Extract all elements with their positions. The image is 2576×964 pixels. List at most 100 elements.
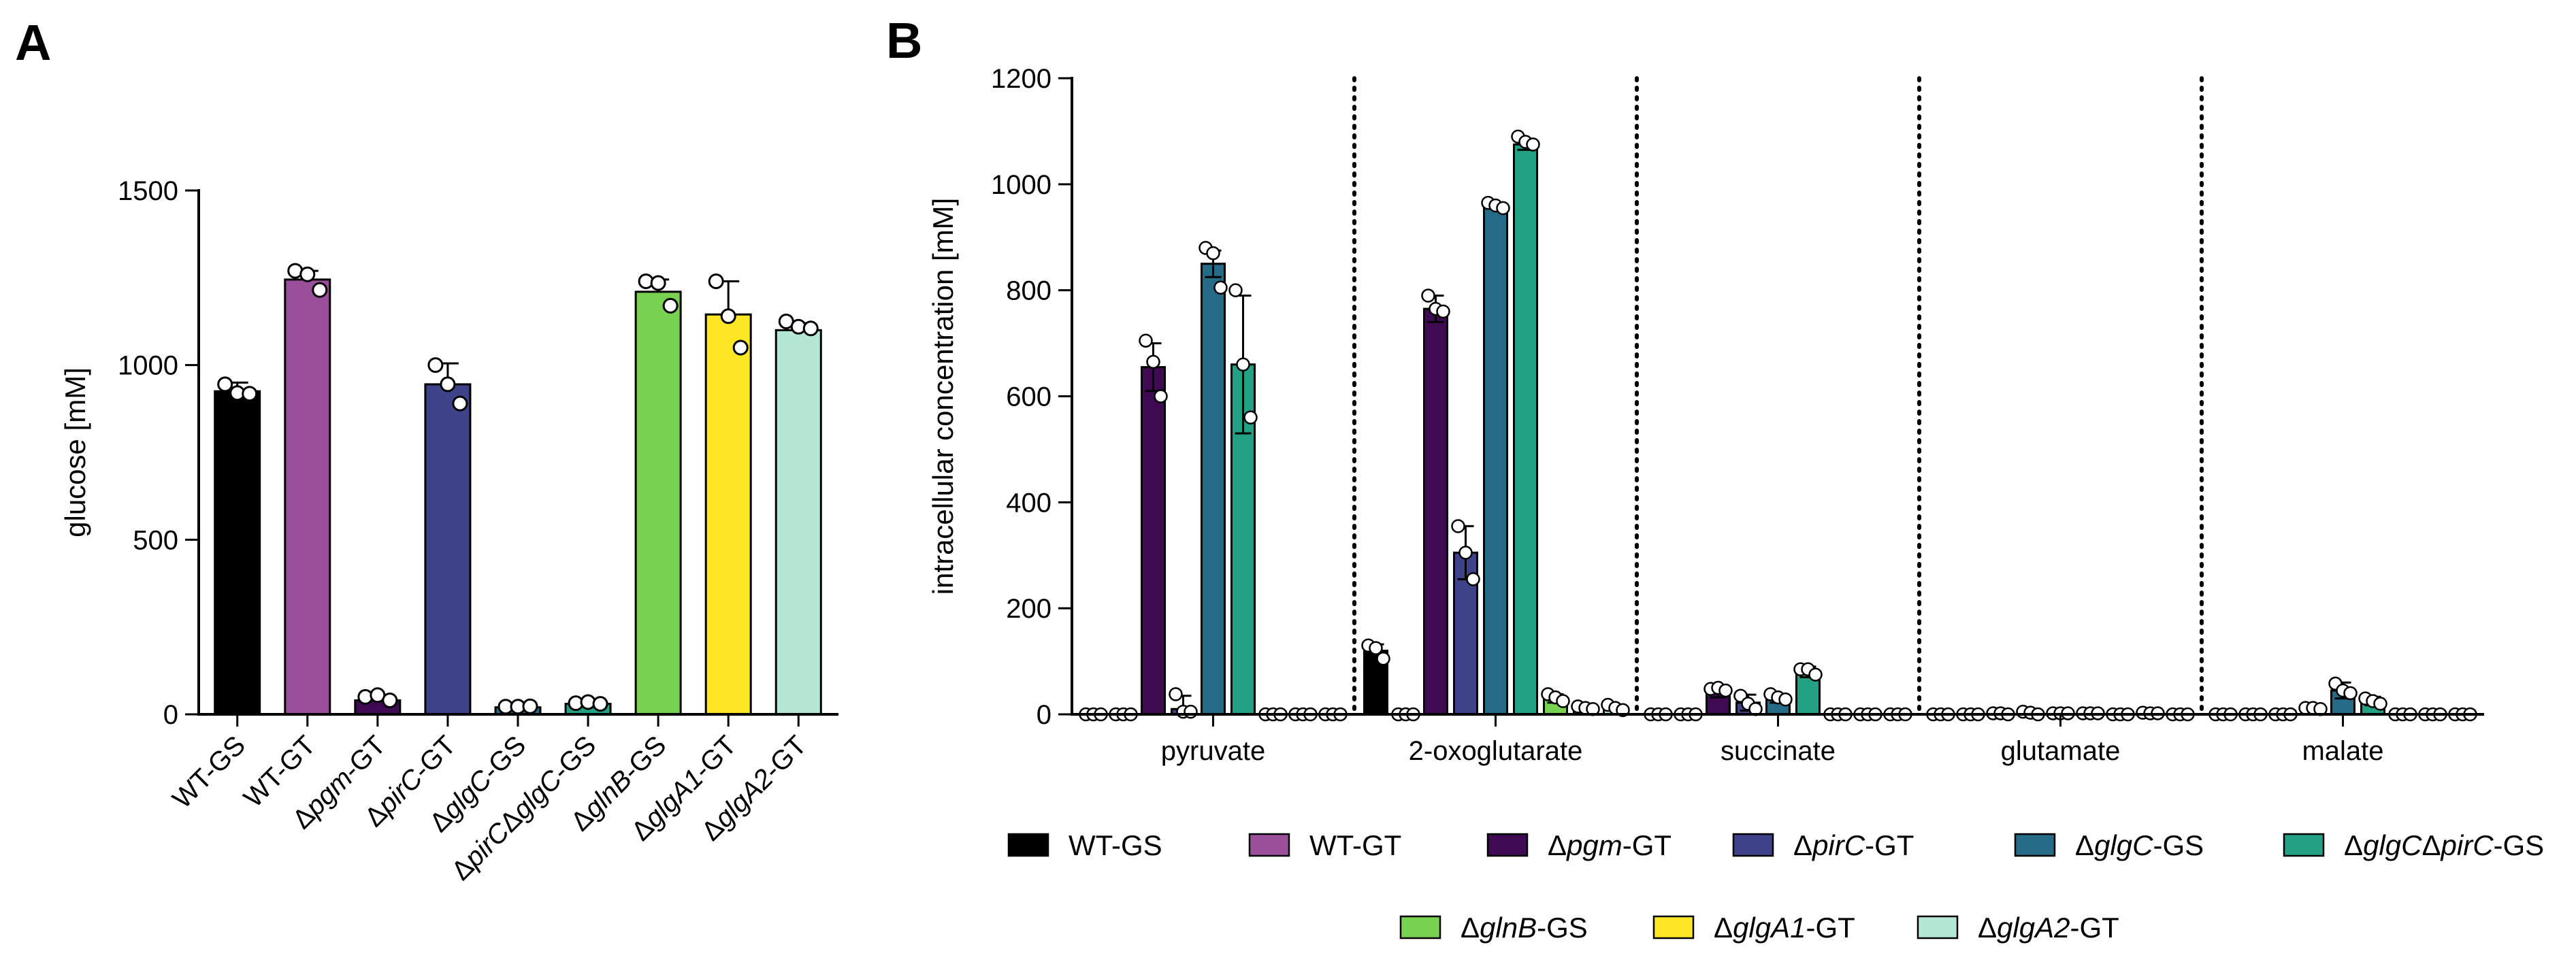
point-b-2-2-2: [1718, 683, 1733, 698]
ytick-label-b-6: 1200: [991, 64, 1051, 94]
panel-b-legend: WT-GS WT-GT Δpgm-GT ΔpirC-GT ΔglgC-GS ΔglgCΔp…: [1007, 829, 2544, 944]
point-b-3-0-0: [1169, 687, 1183, 701]
point-a-1-2: [312, 282, 328, 298]
bar-a-3: [424, 383, 472, 716]
legend-label-5-post2: -GS: [2494, 829, 2545, 861]
ytick-label-a-0: 0: [163, 700, 178, 730]
legend-label-2-it: pgm: [1565, 829, 1623, 861]
bar-a-6: [634, 290, 682, 716]
group-label-2: succinate: [1721, 736, 1836, 766]
panel-b-chart: pyruvate 2-oxoglutarate succinate glutamate…: [927, 64, 2484, 766]
legend-swatch-8: [1917, 915, 1959, 940]
legend-label-3: ΔpirC-GT: [1793, 829, 1914, 861]
legend-label-5-post: Δ: [2422, 829, 2441, 861]
legend-label-4-it: glgC: [2094, 829, 2153, 861]
legend-swatch-4: [2014, 833, 2056, 857]
point-a-2-2: [382, 692, 398, 708]
legend-label-8-post: -GT: [2070, 912, 2119, 944]
point-a-7-1: [720, 308, 736, 325]
group-label-3: glutamate: [2001, 736, 2121, 766]
legend-label-7-it: glgA1: [1733, 912, 1806, 944]
legend-label-5: ΔglgCΔpirC-GS: [2344, 829, 2544, 861]
point-b-4-0-1: [1206, 246, 1220, 261]
point-b-0-1-2: [1376, 651, 1390, 666]
legend-swatch-7: [1652, 915, 1695, 940]
point-b-2-0-0: [1139, 333, 1153, 348]
panel-a-label: A: [15, 14, 51, 71]
legend-label-1: WT-GT: [1309, 829, 1401, 861]
bar-b-2-1: [1423, 308, 1448, 716]
legend-swatch-5: [2283, 833, 2325, 857]
point-a-5-2: [592, 696, 608, 712]
ytick-label-b-1: 200: [1006, 594, 1051, 624]
ylabel-a: glucose [mM]: [59, 367, 91, 537]
point-a-4-2: [522, 698, 538, 714]
legend-label-8: ΔglgA2-GT: [1978, 912, 2119, 944]
legend-label-6-pre: Δ: [1461, 912, 1480, 944]
legend-label-4-post: -GS: [2153, 829, 2204, 861]
point-a-6-1: [650, 275, 666, 291]
point-b-2-1-2: [1436, 304, 1450, 319]
legend-label-7: ΔglgA1-GT: [1714, 912, 1855, 944]
legend-label-6-it: glnB: [1480, 912, 1537, 944]
legend-label-1-pre: WT-GT: [1309, 829, 1401, 861]
point-b-5-0-0: [1228, 283, 1243, 297]
point-b-6-1-2: [1556, 694, 1570, 708]
legend-swatch-2: [1486, 833, 1529, 857]
point-b-3-1-2: [1466, 572, 1480, 586]
legend-label-5-it: glgC: [2363, 829, 2422, 861]
legend-label-3-it: pirC: [1811, 829, 1865, 861]
ytick-label-b-4: 800: [1006, 276, 1051, 306]
point-b-3-0-2: [1184, 704, 1198, 719]
legend-swatch-0: [1007, 833, 1049, 857]
point-b-0-1-1: [1369, 641, 1383, 655]
ytick-label-a-1: 500: [133, 525, 178, 555]
point-a-8-2: [802, 320, 819, 337]
xlabel-a-0-pre: WT-GS: [167, 730, 251, 814]
point-b-5-4-2: [2373, 697, 2387, 711]
point-b-5-1-2: [1526, 137, 1540, 152]
group-label-4: malate: [2302, 736, 2383, 766]
bar-a-1: [284, 278, 331, 716]
point-b-3-1-1: [1458, 546, 1473, 560]
legend-label-6-post: -GS: [1537, 912, 1588, 944]
legend-label-3-pre: Δ: [1793, 829, 1812, 861]
panel-b-label: B: [886, 12, 922, 69]
legend-label-4-pre: Δ: [2075, 829, 2094, 861]
point-b-5-2-2: [1808, 667, 1823, 682]
legend-label-5-it2: pirC: [2440, 829, 2494, 861]
ytick-label-a-3: 1500: [118, 176, 178, 206]
xlabel-a-0: WT-GS: [167, 730, 251, 814]
ytick-label-b-3: 600: [1006, 382, 1051, 412]
legend-label-7-post: -GT: [1806, 912, 1855, 944]
bar-a-7: [704, 313, 752, 716]
point-a-7-0: [708, 273, 724, 289]
legend-label-6: ΔglnB-GS: [1461, 912, 1588, 944]
bar-a-8: [775, 329, 822, 716]
point-b-2-1-0: [1421, 288, 1435, 303]
ytick-label-a-2: 1000: [118, 351, 178, 381]
point-b-5-0-2: [1243, 410, 1258, 425]
point-b-4-4-2: [2343, 686, 2358, 701]
legend-label-8-it: glgA2: [1997, 912, 2070, 944]
ytick-label-b-0: 0: [1037, 700, 1051, 730]
legend-label-8-pre: Δ: [1978, 912, 1997, 944]
legend-swatch-6: [1399, 915, 1441, 940]
legend-label-0-pre: WT-GS: [1069, 829, 1162, 861]
ylabel-b: intracellular concentration [mM]: [927, 198, 959, 595]
legend-label-5-pre: Δ: [2344, 829, 2363, 861]
point-b-2-0-1: [1146, 354, 1160, 369]
panel-a-chart: WT-GSWT-GTΔpgm-GTΔpirC-GTΔglgC-GSΔpirCΔg…: [59, 176, 838, 886]
point-b-2-0-2: [1154, 389, 1168, 403]
point-a-7-2: [732, 339, 749, 356]
ytick-label-b-2: 400: [1006, 488, 1051, 518]
bar-b-2-0: [1141, 366, 1166, 716]
point-a-3-2: [452, 395, 468, 412]
legend-swatch-1: [1248, 833, 1290, 857]
legend-label-3-post: -GT: [1865, 829, 1914, 861]
legend-label-2-pre: Δ: [1548, 829, 1567, 861]
bar-b-4-0: [1201, 263, 1226, 716]
point-a-0-0: [217, 376, 233, 393]
legend-label-7-pre: Δ: [1714, 912, 1733, 944]
